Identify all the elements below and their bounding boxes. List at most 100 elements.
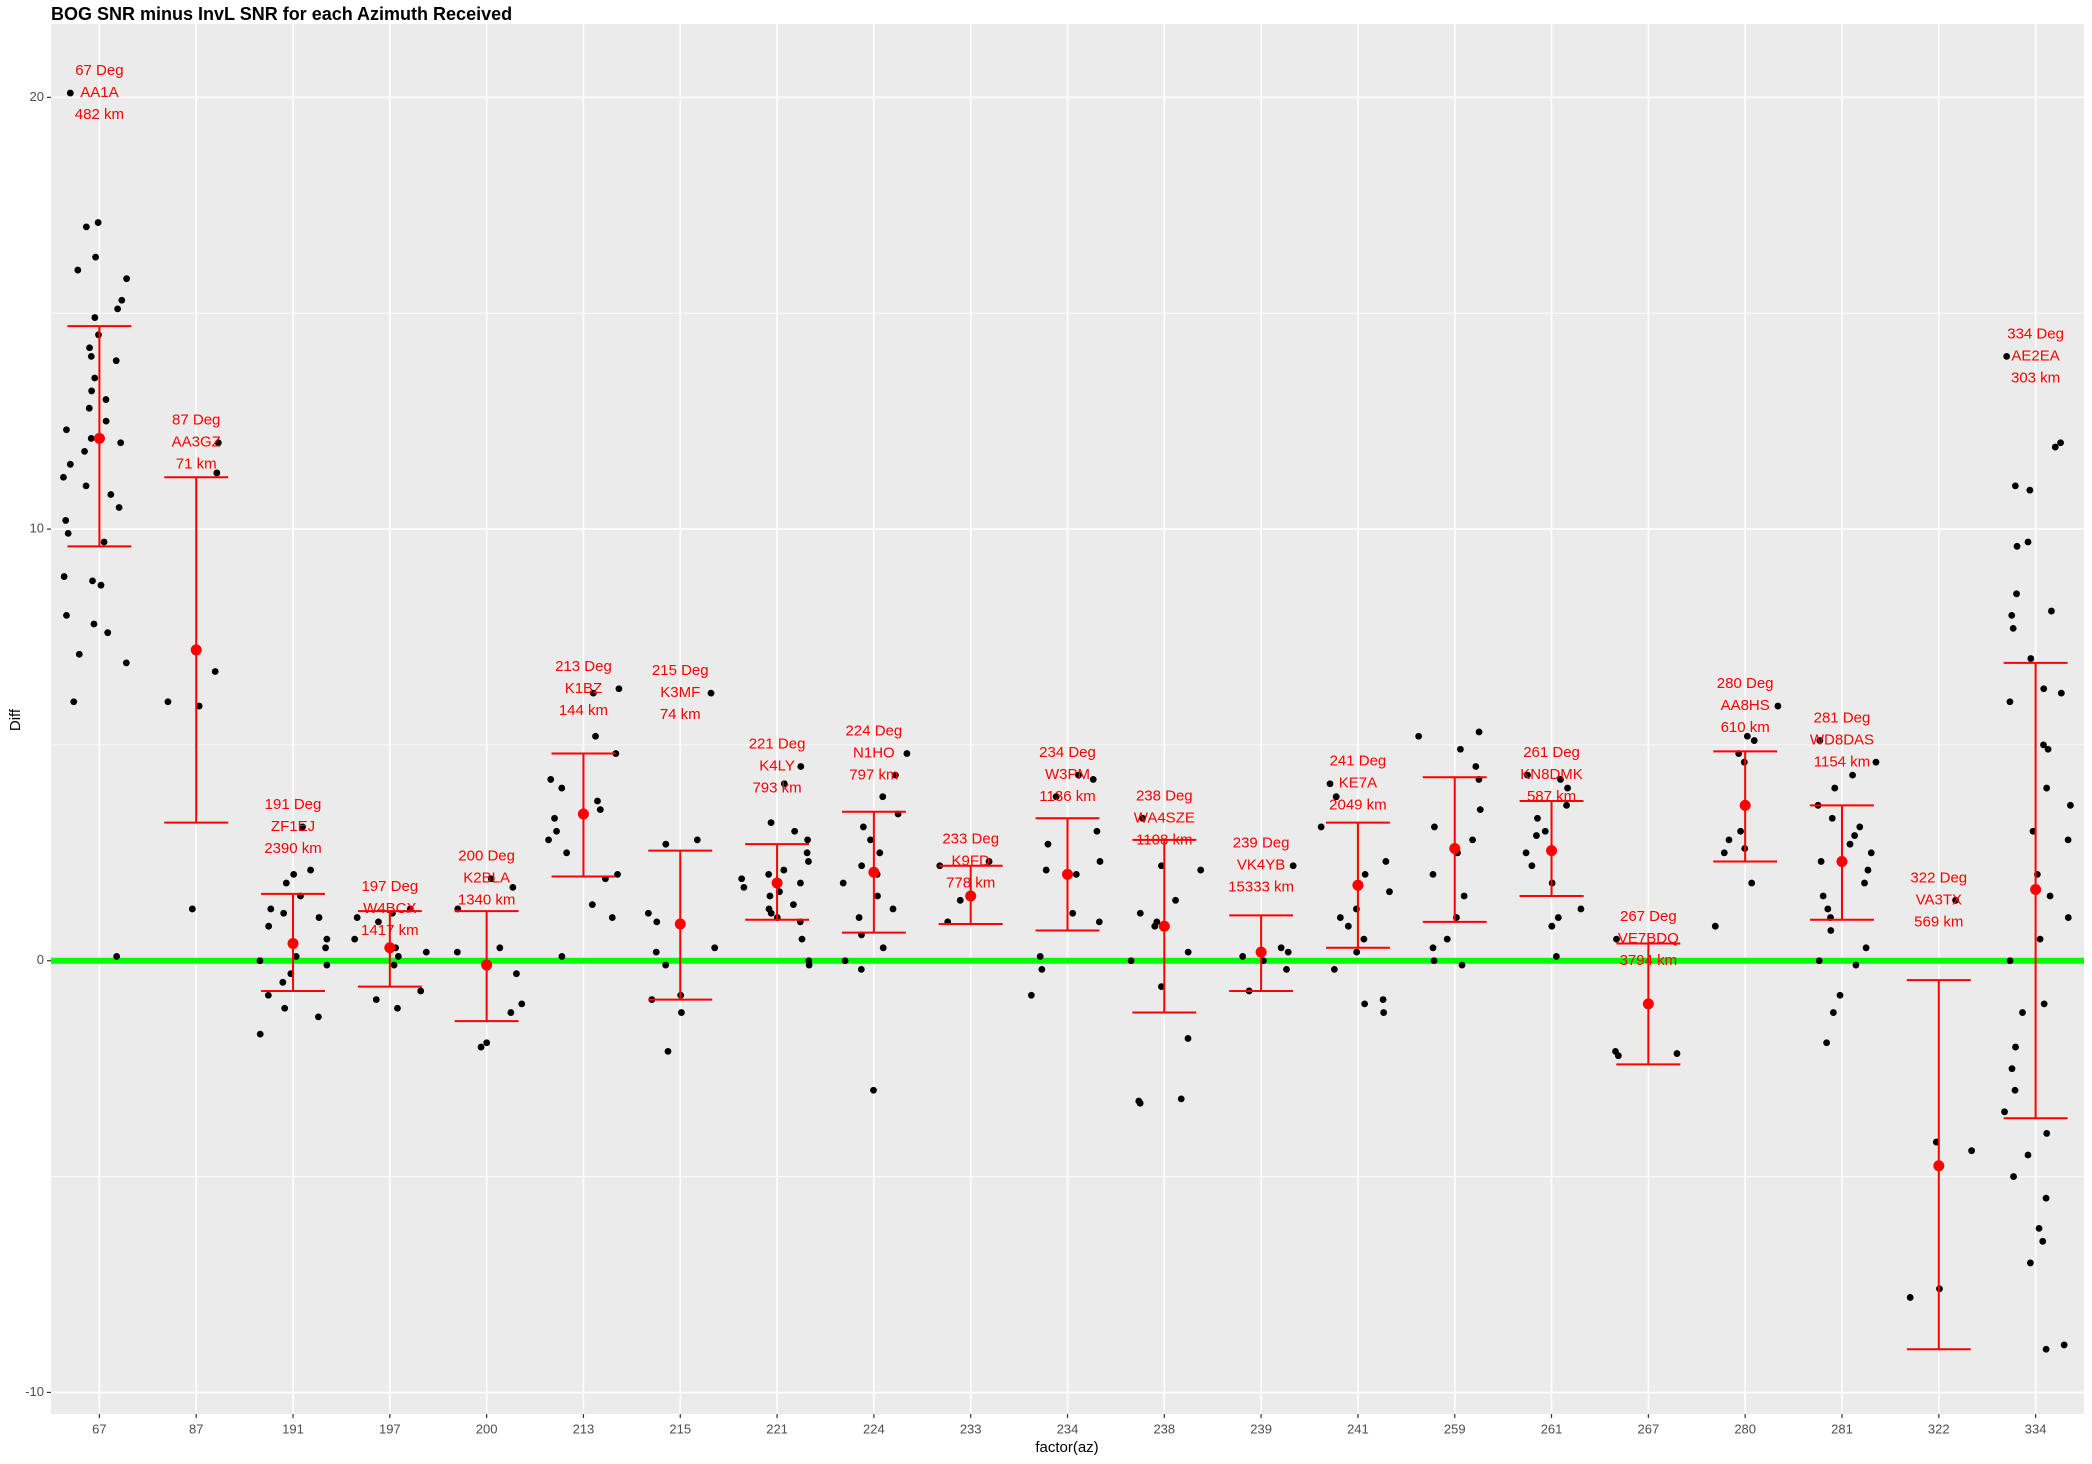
point <box>1750 737 1758 744</box>
mean-point <box>1255 946 1267 958</box>
point <box>91 374 99 382</box>
point <box>1533 832 1540 839</box>
point <box>214 439 222 447</box>
point <box>1284 948 1292 956</box>
point <box>102 417 110 425</box>
point <box>1541 827 1549 835</box>
point <box>2040 741 2047 749</box>
point <box>1096 858 1104 865</box>
point <box>279 978 287 986</box>
point <box>1829 1009 1837 1016</box>
point <box>1720 849 1728 857</box>
annotation: 191 Deg <box>265 796 322 813</box>
point <box>1476 806 1484 814</box>
point <box>92 253 99 261</box>
point <box>1831 784 1839 792</box>
annotation: VA3TX <box>1916 891 1962 908</box>
point <box>1429 944 1437 952</box>
point <box>1952 896 1959 904</box>
point <box>553 827 560 835</box>
annotation: VK4YB <box>1237 857 1285 874</box>
point <box>422 948 430 956</box>
point <box>767 909 775 917</box>
point <box>117 439 125 447</box>
point <box>614 871 621 878</box>
point <box>870 1086 877 1094</box>
point <box>1332 793 1340 801</box>
point <box>1472 763 1480 770</box>
point <box>90 620 98 628</box>
point <box>1577 905 1585 913</box>
point <box>662 961 670 969</box>
point <box>558 784 566 792</box>
point <box>2024 538 2032 546</box>
point <box>118 296 126 304</box>
point <box>1177 1095 1185 1103</box>
point <box>88 387 96 395</box>
point <box>315 914 323 921</box>
point <box>64 529 72 537</box>
point <box>115 504 123 511</box>
annotation: 2390 km <box>264 840 322 857</box>
point <box>2010 1173 2017 1180</box>
point <box>453 948 461 956</box>
point <box>876 849 884 857</box>
point <box>858 862 866 870</box>
point <box>477 1043 485 1051</box>
point <box>2026 486 2034 494</box>
point <box>1861 879 1868 887</box>
point <box>592 732 599 740</box>
point <box>780 866 788 874</box>
point <box>545 836 552 844</box>
annotation: 144 km <box>559 702 608 719</box>
point <box>1548 922 1556 930</box>
point <box>323 961 331 969</box>
point <box>1817 858 1825 865</box>
point <box>256 1030 264 1038</box>
mean-point <box>771 877 783 889</box>
point <box>281 1004 289 1012</box>
point <box>612 750 620 757</box>
point <box>678 1009 685 1016</box>
annotation: K3MF <box>660 684 700 701</box>
x-tick-label: 213 <box>573 1421 595 1436</box>
point <box>956 896 964 904</box>
annotation: 280 Deg <box>1717 675 1774 692</box>
mean-point <box>1158 920 1170 932</box>
x-tick-label: 67 <box>92 1421 106 1436</box>
point <box>1522 849 1530 857</box>
point <box>507 1009 515 1016</box>
point <box>2027 655 2035 662</box>
point <box>1534 814 1541 822</box>
point <box>2011 482 2019 490</box>
point <box>487 875 495 883</box>
point <box>107 491 115 498</box>
x-tick-label: 221 <box>766 1421 788 1436</box>
point <box>889 905 897 913</box>
annotation: 221 Deg <box>749 735 806 752</box>
point <box>1851 832 1859 839</box>
point <box>1906 1294 1914 1301</box>
point <box>1093 827 1101 835</box>
annotation: 334 Deg <box>2007 325 2064 342</box>
point <box>653 918 661 926</box>
point <box>1443 935 1451 943</box>
point <box>104 629 112 637</box>
mean-point <box>1933 1160 1945 1172</box>
annotation: 778 km <box>946 874 995 891</box>
mean-point <box>674 918 686 930</box>
point <box>985 858 993 865</box>
annotation: 303 km <box>2011 369 2060 386</box>
mean-point <box>965 890 977 902</box>
point <box>2001 1108 2008 1116</box>
point <box>62 517 70 524</box>
annotation: 74 km <box>660 706 701 723</box>
point <box>1139 814 1147 822</box>
point <box>87 352 95 360</box>
point <box>264 991 272 999</box>
point <box>188 905 196 913</box>
point <box>1725 836 1733 844</box>
point <box>596 806 604 814</box>
point <box>89 577 96 585</box>
annotation: 71 km <box>176 456 217 473</box>
